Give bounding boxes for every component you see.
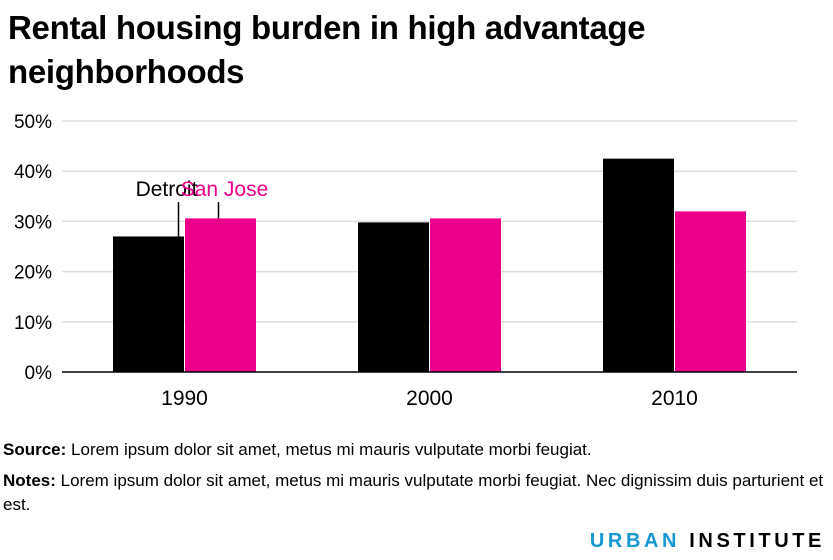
source-label: Source: — [3, 440, 67, 459]
gridlines — [62, 120, 797, 323]
y-tick-label: 40% — [14, 162, 52, 183]
y-axis-ticks: 0% 10% 20% 30% 40% 50% — [14, 112, 52, 384]
notes: Notes: Lorem ipsum dolor sit amet, metus… — [3, 469, 828, 517]
notes-text: Lorem ipsum dolor sit amet, metus mi mau… — [3, 471, 824, 514]
x-tick-label: 1990 — [161, 387, 208, 410]
source-text: Lorem ipsum dolor sit amet, metus mi mau… — [71, 440, 592, 459]
bar-san-jose-1990 — [185, 218, 256, 372]
logo-institute: INSTITUTE — [689, 530, 825, 552]
bar-detroit-2000 — [358, 222, 429, 372]
notes-label: Notes: — [3, 471, 56, 490]
x-tick-label: 2010 — [651, 387, 698, 410]
y-tick-label: 10% — [14, 313, 52, 334]
chart-title: Rental housing burden in high advantage … — [8, 9, 646, 90]
bar-san-jose-2000 — [430, 218, 501, 372]
bar-san-jose-2010 — [675, 211, 746, 372]
y-tick-label: 0% — [25, 363, 53, 384]
bar-detroit-1990 — [113, 236, 184, 372]
series-label-san-jose: San Jose — [181, 178, 269, 201]
y-tick-label: 50% — [14, 112, 52, 133]
series-label-detroit: Detroit — [136, 178, 198, 201]
bar-chart: 0% 10% 20% 30% 40% 50% 1990 2000 2010 DetroitSa… — [14, 112, 797, 410]
bar-detroit-2010 — [603, 158, 674, 372]
logo-urban: URBAN — [589, 530, 681, 552]
bars — [113, 158, 746, 372]
y-tick-label: 30% — [14, 212, 52, 233]
x-axis-ticks: 1990 2000 2010 — [161, 387, 698, 410]
y-tick-label: 20% — [14, 263, 52, 284]
urban-institute-logo: URBAN INSTITUTE — [590, 530, 825, 553]
source-note: Source: Lorem ipsum dolor sit amet, metu… — [3, 438, 828, 462]
x-tick-label: 2000 — [406, 387, 453, 410]
